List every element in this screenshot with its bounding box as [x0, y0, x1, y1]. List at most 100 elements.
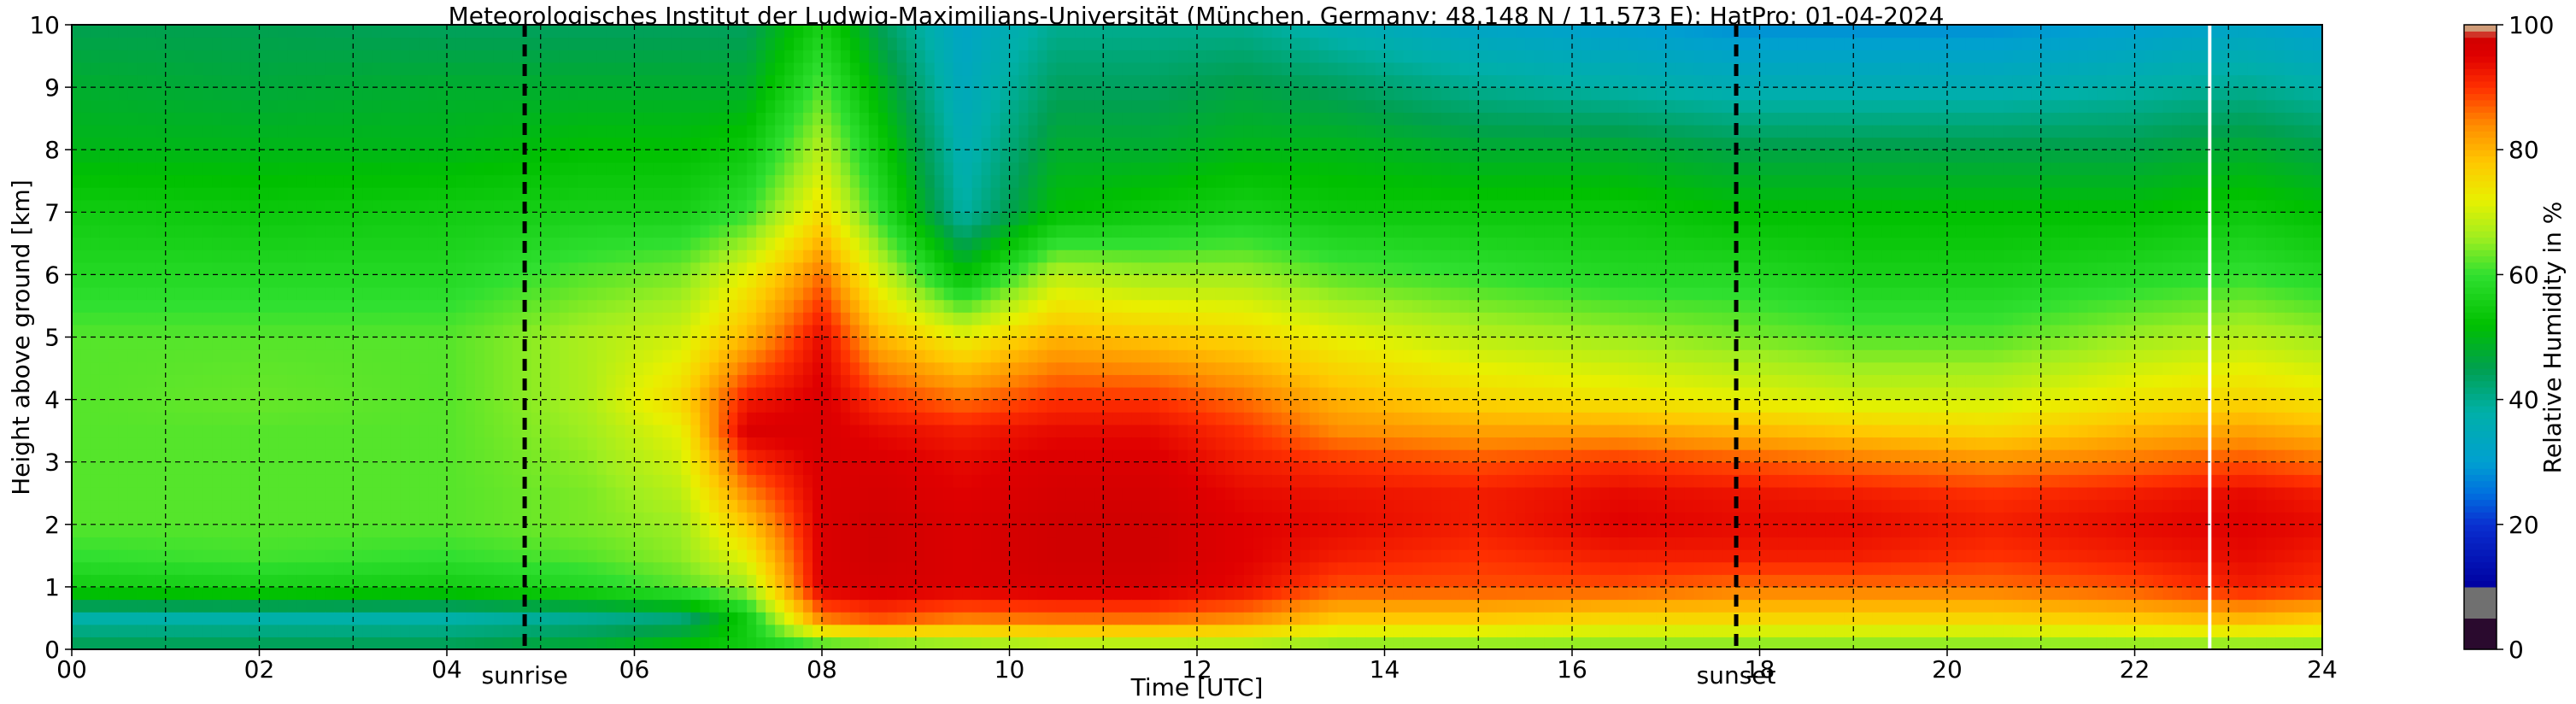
heatmap-cell: [681, 312, 691, 326]
heatmap-cell: [747, 599, 757, 613]
heatmap-cell: [877, 337, 889, 350]
heatmap-cell: [662, 62, 672, 76]
heatmap-cell: [447, 637, 457, 650]
heatmap-cell: [437, 274, 448, 288]
heatmap-cell: [362, 386, 373, 401]
heatmap-cell: [719, 624, 729, 637]
heatmap-cell: [343, 199, 354, 213]
heatmap-cell: [822, 199, 832, 213]
heatmap-cell: [381, 324, 391, 338]
heatmap-cell: [990, 561, 1001, 575]
heatmap-cell: [221, 624, 232, 637]
heatmap-cell: [484, 374, 495, 388]
heatmap-cell: [625, 137, 636, 150]
heatmap-cell: [859, 524, 870, 538]
heatmap-cell: [381, 124, 391, 138]
heatmap-cell: [493, 474, 504, 488]
heatmap-cell: [127, 549, 138, 563]
heatmap-cell: [962, 324, 973, 338]
heatmap-cell: [672, 124, 682, 138]
heatmap-cell: [877, 424, 889, 438]
heatmap-cell: [174, 74, 185, 88]
heatmap-cell: [877, 499, 889, 513]
heatmap-cell: [428, 624, 438, 637]
heatmap-cell: [540, 37, 551, 50]
heatmap-cell: [634, 524, 645, 538]
heatmap-cell: [259, 74, 270, 88]
heatmap-cell: [568, 87, 579, 101]
heatmap-cell: [981, 574, 992, 588]
heatmap-cell: [334, 637, 344, 650]
heatmap-cell: [202, 99, 214, 113]
heatmap-cell: [165, 586, 176, 601]
heatmap-cell: [625, 386, 636, 401]
heatmap-cell: [231, 124, 242, 138]
heatmap-cell: [971, 299, 983, 313]
heatmap-cell: [803, 574, 813, 588]
heatmap-cell: [249, 574, 261, 588]
heatmap-cell: [512, 237, 523, 250]
heatmap-cell: [728, 87, 738, 101]
heatmap-cell: [971, 112, 983, 126]
heatmap-cell: [859, 412, 870, 425]
heatmap-cell: [971, 224, 983, 238]
heatmap-cell: [249, 499, 261, 513]
heatmap-cell: [662, 174, 672, 188]
heatmap-cell: [231, 524, 242, 538]
heatmap-cell: [813, 437, 823, 450]
heatmap-cell: [127, 612, 138, 625]
heatmap-cell: [212, 486, 223, 501]
heatmap-cell: [484, 237, 495, 250]
heatmap-cell: [690, 524, 701, 538]
heatmap-cell: [455, 324, 466, 338]
heatmap-cell: [315, 224, 326, 238]
heatmap-cell: [268, 150, 279, 163]
heatmap-cell: [419, 374, 429, 388]
heatmap-cell: [877, 537, 889, 550]
heatmap-cell: [672, 199, 682, 213]
heatmap-cell: [343, 386, 354, 401]
heatmap-cell: [184, 612, 195, 625]
heatmap-cell: [400, 637, 410, 650]
heatmap-cell: [512, 124, 523, 138]
heatmap-cell: [596, 324, 607, 338]
heatmap-cell: [221, 124, 232, 138]
heatmap-cell: [672, 524, 682, 538]
heatmap-cell: [278, 25, 289, 38]
heatmap-cell: [109, 586, 120, 601]
heatmap-cell: [474, 137, 485, 150]
heatmap-cell: [615, 37, 626, 50]
heatmap-cell: [859, 337, 870, 350]
heatmap-cell: [981, 187, 992, 201]
heatmap-cell: [737, 386, 748, 401]
heatmap-cell: [662, 312, 672, 326]
heatmap-cell: [259, 274, 270, 288]
heatmap-cell: [690, 624, 701, 637]
heatmap-cell: [840, 274, 851, 288]
heatmap-cell: [184, 549, 195, 563]
heatmap-cell: [756, 437, 766, 450]
heatmap-cell: [830, 512, 842, 525]
heatmap-cell: [409, 524, 420, 538]
heatmap-cell: [934, 499, 945, 513]
heatmap-cell: [784, 187, 795, 201]
heatmap-cell: [531, 74, 542, 88]
heatmap-cell: [455, 524, 466, 538]
heatmap-cell: [747, 386, 757, 401]
heatmap-cell: [465, 386, 476, 401]
heatmap-cell: [971, 324, 983, 338]
heatmap-cell: [934, 337, 945, 350]
heatmap-cell: [915, 224, 926, 238]
heatmap-cell: [531, 612, 542, 625]
heatmap-cell: [118, 62, 129, 76]
heatmap-cell: [146, 524, 157, 538]
heatmap-cell: [428, 461, 438, 475]
heatmap-cell: [578, 99, 589, 113]
heatmap-cell: [315, 574, 326, 588]
heatmap-cell: [447, 161, 457, 176]
heatmap-cell: [709, 574, 719, 588]
heatmap-cell: [315, 549, 326, 563]
heatmap-cell: [72, 87, 82, 101]
heatmap-cell: [896, 137, 907, 150]
heatmap-cell: [118, 124, 129, 138]
